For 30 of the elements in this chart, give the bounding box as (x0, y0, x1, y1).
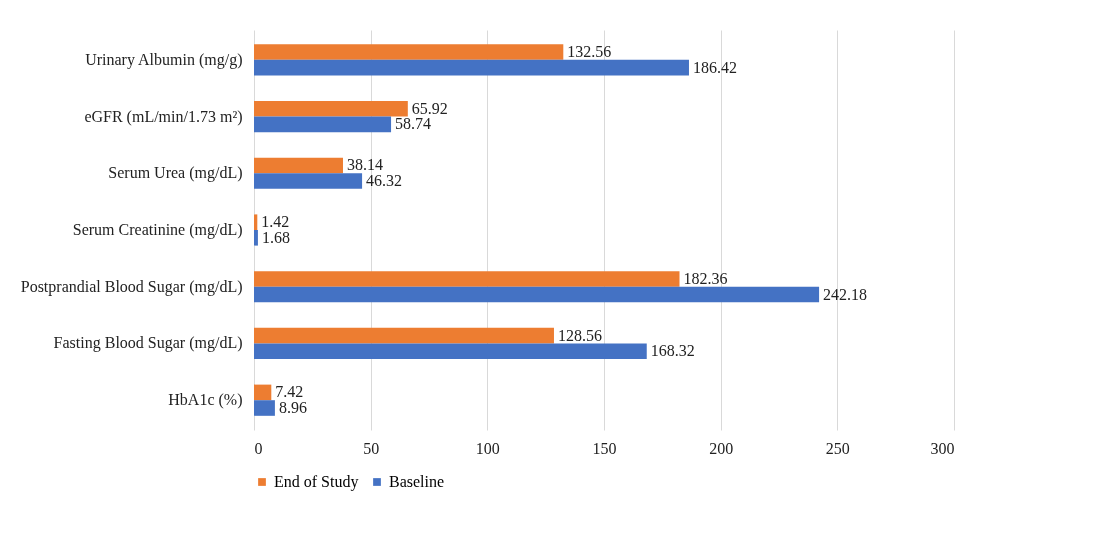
legend-label: End of Study (274, 473, 359, 491)
x-tick-label: 200 (709, 439, 734, 457)
data-label: 38.14 (346, 156, 383, 174)
x-tick-label: 250 (825, 439, 850, 457)
data-label: 65.92 (411, 99, 448, 117)
x-tick-label: 0 (254, 439, 263, 457)
data-label: 58.74 (395, 115, 432, 133)
y-tick-label: Urinary Albumin (mg/g) (85, 50, 243, 69)
data-label: 1.42 (261, 213, 290, 231)
data-label: 182.36 (683, 269, 728, 287)
data-label: 168.32 (650, 342, 695, 360)
data-label: 46.32 (366, 172, 403, 190)
x-tick-label: 50 (363, 439, 380, 457)
y-tick-label: Fasting Blood Sugar (mg/dL) (53, 334, 243, 353)
y-tick-label: Serum Urea (mg/dL) (108, 164, 243, 183)
data-label: 128.56 (557, 326, 602, 344)
y-tick-label: HbA1c (%) (168, 391, 243, 410)
y-tick-label: Serum Creatinine (mg/dL) (72, 221, 243, 239)
data-label: 242.18 (823, 285, 868, 303)
data-label: 8.96 (278, 399, 307, 417)
data-label: 186.42 (692, 58, 737, 76)
y-tick-label: eGFR (mL/min/1.73 m²) (84, 107, 243, 126)
x-tick-label: 100 (475, 439, 500, 457)
x-tick-label: 150 (592, 439, 617, 457)
y-tick-label: Postprandial Blood Sugar (mg/dL) (20, 277, 243, 296)
data-label: 132.56 (567, 42, 612, 60)
data-label: 1.68 (261, 228, 290, 246)
legend-label: Baseline (389, 473, 445, 490)
x-tick-label: 300 (930, 439, 955, 457)
data-label: 7.42 (275, 383, 304, 401)
